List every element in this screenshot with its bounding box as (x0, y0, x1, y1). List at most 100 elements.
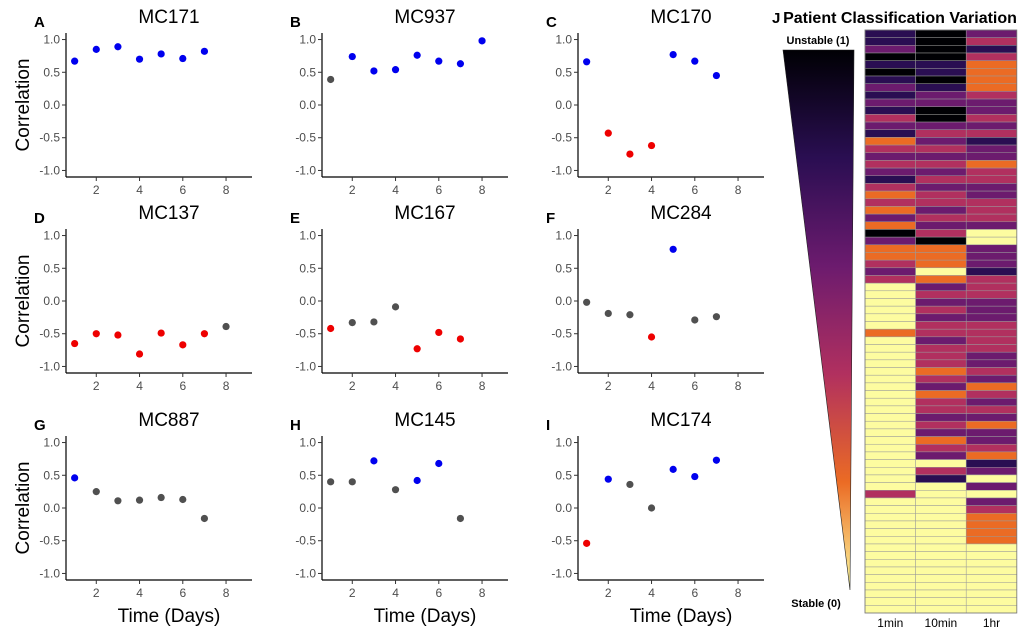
heatmap-cell (915, 52, 967, 61)
heatmap-cell (915, 29, 967, 38)
heatmap-cell (965, 290, 1018, 299)
heatmap-cell (965, 229, 1018, 238)
heatmap-cell (965, 344, 1018, 353)
y-tick-label: -0.5 (551, 534, 572, 548)
y-tick-label: 0.5 (43, 261, 60, 275)
heatmap-cell (864, 45, 916, 54)
heatmap-cell (965, 374, 1018, 384)
heatmap-cell (864, 91, 916, 100)
heatmap-cell (915, 160, 967, 169)
heatmap-cell (915, 382, 967, 391)
heatmap-cell (864, 52, 916, 61)
data-point (348, 52, 356, 61)
x-tick-label: 6 (179, 379, 186, 393)
heatmap-cell (864, 267, 916, 276)
heatmap-cell (864, 206, 916, 215)
y-tick-label: 1.0 (43, 436, 60, 450)
data-point (157, 329, 165, 337)
heatmap-cell (965, 490, 1018, 499)
heatmap-cell (965, 305, 1018, 315)
heatmap-cell (864, 397, 916, 407)
x-tick-label: 6 (691, 379, 698, 393)
heatmap-cell (864, 29, 916, 38)
data-point (135, 350, 144, 358)
x-tick-label: 2 (605, 183, 612, 197)
heatmap-cell (915, 183, 967, 192)
y-tick-label: -0.5 (551, 327, 572, 341)
heatmap-cell (864, 98, 916, 107)
data-point (71, 339, 79, 348)
heatmap-cell (915, 252, 967, 261)
data-point (92, 488, 100, 496)
heatmap-cell (965, 589, 1018, 598)
panel-title: MC137 (138, 203, 199, 224)
data-point (348, 319, 356, 327)
heatmap-cell (965, 236, 1018, 246)
heatmap-cell (864, 298, 916, 307)
heatmap-cell (965, 198, 1018, 207)
data-point (92, 330, 100, 338)
heatmap-cell (965, 83, 1018, 92)
heatmap-cell (915, 229, 967, 238)
heatmap-cell (965, 75, 1018, 84)
data-point (435, 328, 443, 337)
y-tick-label: -1.0 (295, 359, 316, 373)
panel-letter: I (546, 417, 550, 434)
x-tick-label: 4 (392, 183, 399, 197)
heatmap-cell (915, 305, 967, 315)
heatmap-cell (915, 198, 967, 207)
heatmap-cell (864, 467, 916, 476)
heatmap-cell (965, 336, 1018, 345)
heatmap-cell (915, 60, 967, 69)
y-tick-label: -0.5 (295, 534, 316, 548)
panel-letter: B (290, 14, 301, 31)
heatmap-cell (915, 436, 967, 445)
heatmap-cell (965, 397, 1018, 407)
heatmap-cell (965, 420, 1018, 430)
y-tick-label: 0.0 (299, 294, 316, 308)
heatmap-cell (864, 405, 916, 414)
heatmap-cell (965, 528, 1018, 537)
data-point (327, 478, 335, 486)
data-point (370, 318, 378, 326)
heatmap-cell (915, 497, 967, 506)
data-point (391, 303, 400, 311)
data-point (435, 57, 443, 65)
heatmap-cell (915, 505, 967, 514)
y-tick-label: -1.0 (39, 359, 60, 373)
x-tick-label: 2 (93, 586, 100, 600)
data-point (456, 514, 465, 523)
heatmap-cell (915, 75, 967, 84)
heatmap-cell (965, 52, 1018, 61)
heatmap-cell (965, 443, 1018, 453)
heatmap-cell (864, 597, 916, 606)
y-tick-label: -0.5 (39, 131, 60, 145)
heatmap-cell (864, 221, 916, 230)
data-point (222, 322, 230, 331)
heatmap-cell (864, 367, 916, 376)
x-tick-label: 2 (93, 183, 100, 197)
heatmap-cell (965, 37, 1018, 46)
heatmap-cell (965, 543, 1018, 552)
panel-letter: J (772, 10, 780, 27)
heatmap-cell (864, 344, 916, 353)
heatmap-cell (864, 144, 916, 153)
heatmap-border (864, 29, 1018, 614)
data-point (691, 57, 699, 65)
data-point (71, 474, 79, 482)
data-point (478, 37, 486, 45)
heatmap-cell (915, 351, 967, 361)
data-point (691, 316, 699, 324)
heatmap-cell (915, 413, 967, 422)
heatmap-cell (864, 290, 916, 299)
heatmap-cell (915, 91, 967, 100)
heatmap-cell (915, 474, 967, 483)
x-tick-label: 8 (479, 379, 486, 393)
data-point (370, 457, 378, 465)
panel-g: 1.0 0.5 0.0 -0.5 -1.0 2 4 6 8 MC887 G Correlation Ti… (13, 410, 252, 627)
x-tick-label: 8 (479, 183, 486, 197)
heatmap-cell (965, 520, 1018, 529)
heatmap-cell (915, 390, 967, 399)
data-point (626, 311, 634, 319)
